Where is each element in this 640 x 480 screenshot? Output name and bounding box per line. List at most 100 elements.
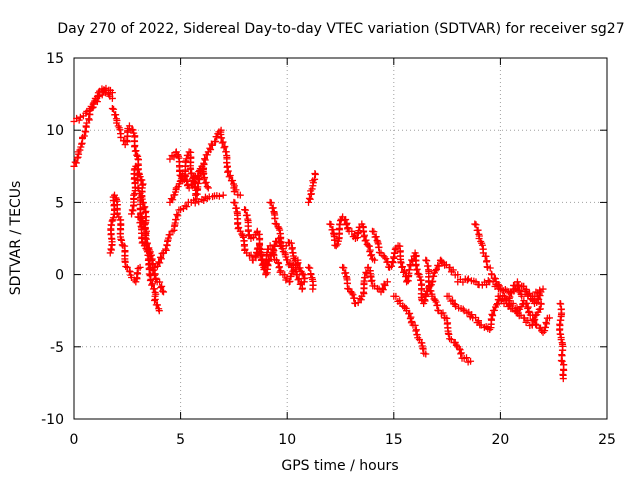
data-point [360, 231, 368, 239]
data-point [560, 365, 568, 373]
data-point [112, 194, 120, 202]
chart-title: Day 270 of 2022, Sidereal Day-to-day VTE… [57, 21, 624, 37]
data-point [108, 89, 116, 97]
data-point [293, 260, 301, 268]
data-point [76, 113, 84, 121]
data-point [134, 170, 142, 178]
data-point [135, 213, 143, 221]
data-point [269, 204, 277, 212]
data-point [132, 278, 140, 286]
data-point [348, 227, 356, 235]
data-point [230, 188, 238, 196]
data-point [494, 300, 502, 308]
data-point [528, 296, 536, 304]
data-point [164, 234, 172, 242]
data-point [299, 271, 307, 279]
y-tick-label: 5 [55, 195, 64, 211]
data-point [392, 292, 400, 300]
data-point [431, 296, 439, 304]
data-point [398, 263, 406, 271]
data-point [108, 105, 116, 113]
data-point [153, 301, 161, 309]
data-point [391, 245, 399, 253]
data-point [454, 271, 462, 279]
data-point [191, 199, 199, 207]
data-point [292, 256, 300, 264]
data-point [298, 269, 306, 277]
data-point [422, 350, 430, 358]
data-point [400, 268, 408, 276]
data-point [306, 195, 314, 203]
data-point [474, 317, 482, 325]
data-point [284, 256, 292, 264]
data-point [486, 264, 494, 272]
data-point [201, 174, 209, 182]
data-point [236, 191, 244, 199]
data-point [557, 336, 565, 344]
data-point [493, 301, 501, 309]
data-point [370, 228, 378, 236]
data-point [152, 274, 160, 282]
x-tick-label: 20 [491, 432, 509, 448]
data-point [220, 144, 228, 152]
data-point [388, 262, 396, 270]
data-point [232, 186, 240, 194]
data-point [201, 155, 209, 163]
data-point [128, 206, 136, 214]
data-point [523, 299, 531, 307]
data-point [218, 139, 226, 147]
data-point [361, 237, 369, 245]
data-point [509, 300, 517, 308]
data-point [181, 202, 189, 210]
data-point [332, 242, 340, 250]
data-point [427, 287, 435, 295]
data-point [422, 292, 430, 300]
data-point [488, 271, 496, 279]
data-point [215, 192, 223, 200]
data-point [110, 105, 118, 113]
data-point [202, 178, 210, 186]
data-point [490, 306, 498, 314]
data-point [381, 253, 389, 261]
data-point [297, 279, 305, 287]
y-tick-label: -5 [50, 340, 64, 356]
data-point [305, 194, 313, 202]
data-point [446, 335, 454, 343]
data-point [535, 295, 543, 303]
data-point [160, 288, 168, 296]
grid [74, 58, 607, 419]
data-point [203, 183, 211, 191]
data-point [413, 265, 421, 273]
data-point [525, 307, 533, 315]
data-point [132, 147, 140, 155]
data-point [207, 146, 215, 154]
data-point [311, 170, 319, 178]
data-point [162, 245, 170, 253]
data-point [425, 282, 433, 290]
data-point [208, 141, 216, 149]
data-point [241, 245, 249, 253]
data-point [156, 259, 164, 267]
data-point [201, 179, 209, 187]
data-point [408, 318, 416, 326]
data-point [381, 281, 389, 289]
data-point [337, 217, 345, 225]
data-point [449, 296, 457, 304]
data-point [172, 216, 180, 224]
data-point [150, 285, 158, 293]
data-point [225, 173, 233, 181]
data-point [518, 292, 526, 300]
data-point [459, 305, 467, 313]
data-point [192, 191, 200, 199]
data-point [135, 184, 143, 192]
data-point [166, 155, 174, 163]
data-point [431, 267, 439, 275]
data-point [190, 174, 198, 182]
data-point [133, 151, 141, 159]
data-point [118, 236, 126, 244]
y-tick-label: 15 [46, 51, 64, 67]
data-point [368, 276, 376, 284]
data-point [136, 263, 144, 271]
data-point [379, 286, 387, 294]
data-point [155, 307, 163, 315]
